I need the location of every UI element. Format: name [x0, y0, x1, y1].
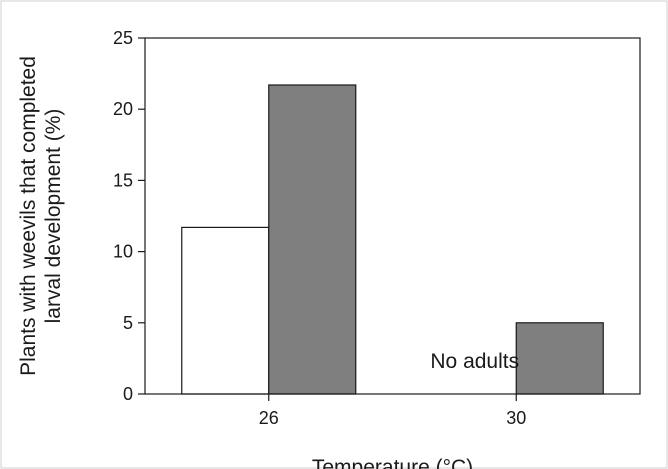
y-tick-label: 5 — [123, 313, 133, 333]
y-tick-label: 0 — [123, 384, 133, 404]
y-tick-label: 25 — [113, 28, 133, 48]
bar-26-series-1 — [181, 226, 270, 395]
x-axis-title: Temperature (°C) — [312, 456, 473, 469]
annotation-no-adults: No adults — [430, 350, 519, 373]
y-axis-title-line2: larval development (%) — [42, 109, 65, 324]
y-axis-title-line1: Plants with weevils that completed — [17, 56, 40, 376]
y-tick-label: 20 — [113, 99, 133, 119]
x-tick-label: 26 — [259, 408, 279, 428]
bar-30-series-2 — [515, 322, 604, 395]
y-tick-label: 15 — [113, 170, 133, 190]
bar-26-series-2 — [268, 84, 357, 395]
x-tick-label: 30 — [506, 408, 526, 428]
plot-frame — [144, 37, 641, 395]
y-tick-label: 10 — [113, 242, 133, 262]
